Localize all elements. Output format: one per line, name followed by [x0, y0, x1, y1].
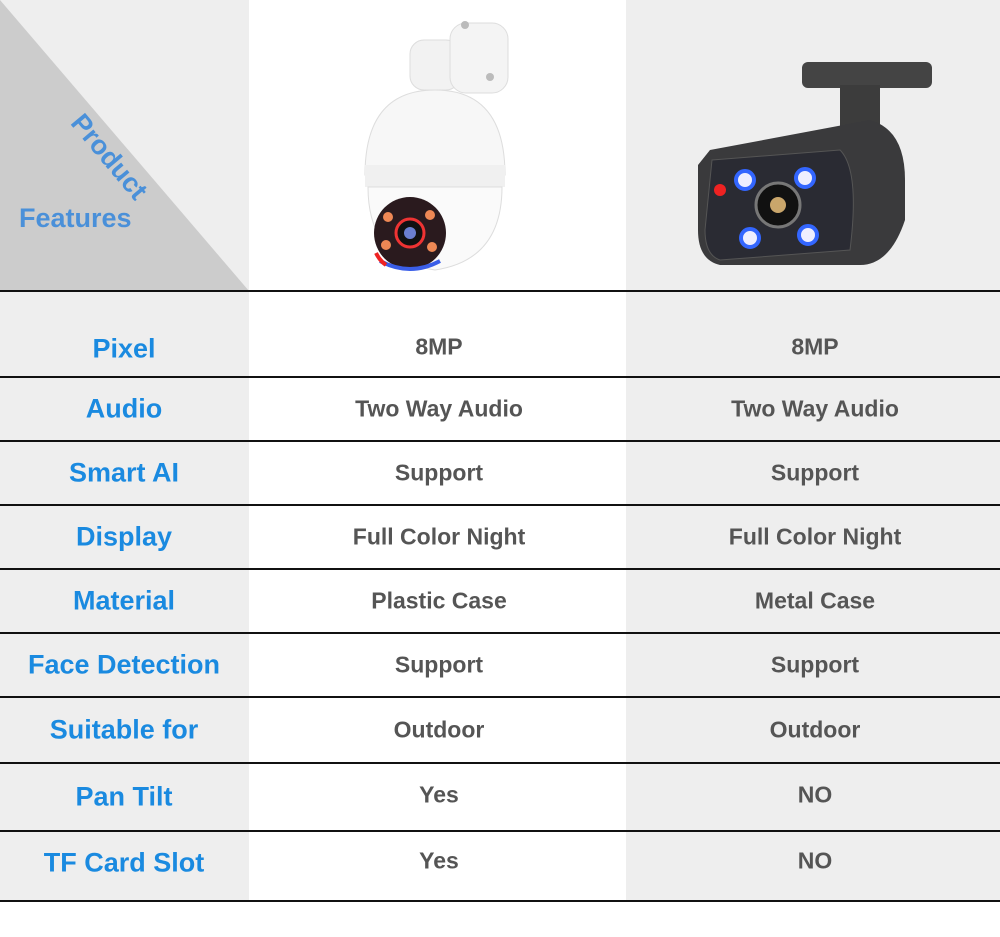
product2-value: Outdoor — [769, 716, 861, 743]
product2-value: Two Way Audio — [731, 395, 899, 422]
table-row: Suitable for Outdoor Outdoor — [0, 698, 1000, 764]
feature-label: Face Detection — [27, 649, 221, 680]
diagonal-header-cell — [0, 0, 249, 291]
table-row: TF Card Slot Yes NO — [0, 832, 1000, 902]
table-row: Material Plastic Case Metal Case — [0, 570, 1000, 634]
product2-value: Metal Case — [754, 587, 876, 614]
table-row: Pixel 8MP 8MP — [0, 292, 1000, 378]
product1-value: Outdoor — [393, 716, 485, 743]
product1-value: Support — [394, 651, 484, 678]
product2-value: NO — [797, 781, 833, 808]
feature-label: TF Card Slot — [43, 847, 205, 878]
product1-value: Full Color Night — [352, 523, 526, 550]
table-row: Face Detection Support Support — [0, 634, 1000, 698]
table-row: Audio Two Way Audio Two Way Audio — [0, 378, 1000, 442]
feature-label: Material — [72, 585, 176, 616]
product1-value: Two Way Audio — [355, 395, 523, 422]
features-header-label: Features — [19, 203, 132, 233]
product1-value: Yes — [419, 781, 459, 808]
product1-value: Yes — [419, 847, 459, 874]
table-row: Smart AI Support Support — [0, 442, 1000, 506]
table-row: Pan Tilt Yes NO — [0, 764, 1000, 832]
product2-value: NO — [797, 847, 833, 874]
feature-label: Pixel — [92, 333, 156, 364]
product2-value: 8MP — [791, 333, 839, 360]
product2-value: Support — [770, 651, 860, 678]
header-divider — [0, 290, 1000, 292]
dome-camera-image — [364, 21, 509, 271]
product2-value: Full Color Night — [728, 523, 902, 550]
feature-label: Smart AI — [68, 457, 180, 488]
feature-label: Suitable for — [49, 714, 199, 745]
bullet-camera-image — [698, 62, 932, 265]
table-row: Display Full Color Night Full Color Nigh… — [0, 506, 1000, 570]
product1-value: Support — [394, 459, 484, 486]
feature-label: Display — [75, 521, 173, 552]
feature-label: Audio — [85, 393, 163, 424]
product1-value: Plastic Case — [371, 587, 507, 614]
product2-value: Support — [770, 459, 860, 486]
feature-label: Pan Tilt — [75, 781, 173, 812]
table-header: Product Features — [0, 0, 1000, 291]
product1-value: 8MP — [415, 333, 463, 360]
